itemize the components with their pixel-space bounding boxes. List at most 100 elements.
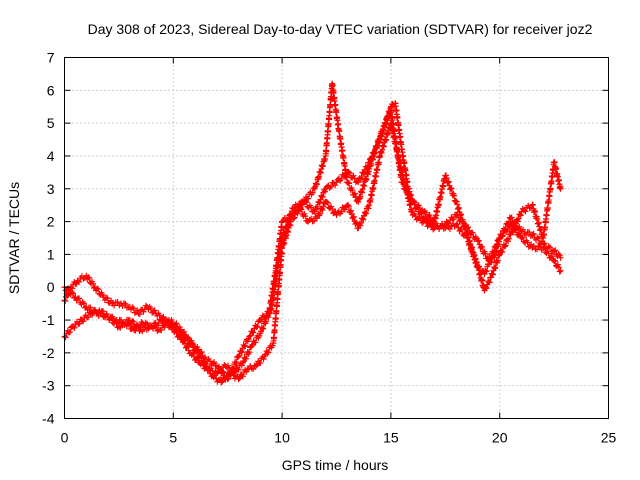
data-marker: [256, 332, 263, 339]
data-marker: [515, 215, 522, 222]
data-marker: [319, 194, 326, 201]
data-marker: [402, 184, 409, 191]
data-marker: [243, 368, 250, 375]
data-marker: [262, 314, 269, 321]
data-marker: [129, 317, 136, 324]
data-marker: [544, 205, 551, 212]
data-marker: [483, 268, 490, 275]
data-marker: [329, 206, 336, 213]
data-marker: [108, 297, 115, 304]
x-tick-label: 20: [492, 430, 508, 446]
data-point: [224, 376, 231, 383]
data-marker: [430, 226, 437, 233]
data-marker: [257, 360, 264, 367]
data-marker: [328, 183, 335, 190]
data-marker: [188, 337, 195, 344]
data-marker: [211, 359, 218, 366]
data-marker: [501, 243, 508, 250]
data-marker: [486, 279, 493, 286]
x-tick-label: 0: [61, 430, 69, 446]
y-tick-label: 3: [47, 181, 55, 197]
data-marker: [69, 290, 76, 297]
data-marker: [509, 229, 516, 236]
data-marker: [359, 215, 366, 222]
data-marker: [338, 208, 345, 215]
data-marker: [177, 327, 184, 334]
data-marker: [321, 188, 328, 195]
data-marker: [80, 318, 87, 325]
data-point: [557, 267, 564, 274]
data-marker: [493, 244, 500, 251]
data-marker: [400, 180, 407, 187]
data-marker: [238, 349, 245, 356]
data-marker: [360, 216, 367, 223]
data-marker: [512, 222, 519, 229]
data-marker: [71, 324, 78, 331]
data-marker: [541, 224, 548, 231]
data-marker: [349, 187, 356, 194]
data-point: [218, 379, 225, 386]
data-marker: [552, 247, 559, 254]
data-point: [148, 323, 155, 330]
data-point: [507, 215, 514, 222]
data-marker: [270, 294, 277, 301]
data-marker: [410, 198, 417, 205]
data-marker: [379, 127, 386, 134]
y-tick-label: -4: [42, 411, 55, 427]
data-point: [311, 208, 318, 215]
data-marker: [184, 335, 191, 342]
data-marker: [62, 298, 69, 305]
data-marker: [117, 324, 124, 331]
data-marker: [326, 184, 333, 191]
data-marker: [479, 243, 486, 250]
data-marker: [95, 286, 102, 293]
data-marker: [491, 264, 498, 271]
data-marker: [555, 264, 562, 271]
data-marker: [522, 208, 529, 215]
data-marker: [225, 375, 232, 382]
data-marker: [357, 222, 364, 229]
data-point: [377, 133, 384, 140]
data-marker: [238, 362, 245, 369]
data-marker: [168, 322, 175, 329]
data-marker: [508, 214, 515, 221]
data-marker: [260, 325, 267, 332]
data-marker: [142, 302, 149, 309]
data-marker: [488, 258, 495, 265]
data-marker: [291, 214, 298, 221]
data-marker: [416, 213, 423, 220]
data-point: [246, 333, 253, 340]
data-marker: [162, 317, 169, 324]
data-marker: [413, 216, 420, 223]
data-marker: [346, 170, 353, 177]
data-marker: [217, 366, 224, 373]
data-marker: [286, 215, 293, 222]
data-marker: [227, 372, 234, 379]
data-series: [61, 119, 564, 386]
data-marker: [447, 186, 454, 193]
data-marker: [451, 192, 458, 199]
data-marker: [323, 147, 330, 154]
data-marker: [121, 321, 128, 328]
data-marker: [358, 173, 365, 180]
y-tick-label: -3: [42, 378, 55, 394]
data-marker: [358, 219, 365, 226]
data-marker: [286, 211, 293, 218]
data-marker: [163, 318, 170, 325]
data-marker: [173, 320, 180, 327]
data-marker: [285, 219, 292, 226]
data-marker: [136, 311, 143, 318]
data-point: [289, 205, 296, 212]
data-marker: [295, 204, 302, 211]
data-marker: [519, 234, 526, 241]
data-point: [474, 238, 481, 245]
data-marker: [363, 210, 370, 217]
data-marker: [346, 180, 353, 187]
data-marker: [317, 210, 324, 217]
data-marker: [94, 285, 101, 292]
data-marker: [330, 90, 337, 97]
data-point: [557, 185, 564, 192]
data-marker: [517, 212, 524, 219]
data-marker: [260, 356, 267, 363]
data-layer: [61, 80, 564, 386]
